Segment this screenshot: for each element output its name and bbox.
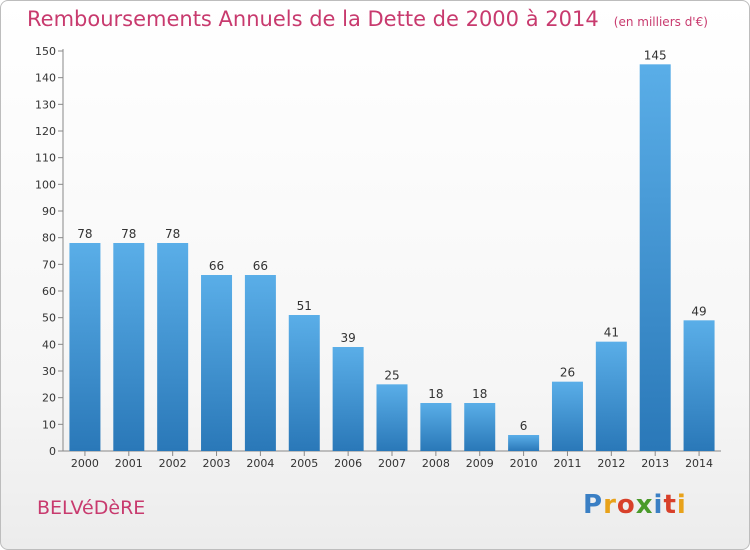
logo-letter: i [676, 490, 687, 520]
y-tick-label: 130 [35, 98, 56, 111]
y-tick-label: 0 [49, 445, 56, 458]
y-tick-label: 20 [42, 392, 56, 405]
bar [464, 403, 496, 451]
y-tick-label: 150 [35, 45, 56, 58]
y-tick-label: 30 [42, 365, 56, 378]
proxiti-logo: Proxiti [583, 490, 687, 520]
y-tick-label: 120 [35, 125, 56, 138]
bar-value-label: 49 [691, 304, 706, 318]
bars [69, 64, 715, 452]
logo-letter: P [583, 490, 604, 520]
y-tick-label: 70 [42, 258, 56, 271]
y-tick-label: 40 [42, 338, 56, 351]
axes: 0 10 20 30 40 50 60 70 80 90 100 110 120 130 140 150 200… [35, 45, 721, 470]
x-tick-label: 2007 [378, 457, 406, 470]
bar [508, 435, 540, 451]
bar-value-label: 26 [560, 366, 575, 380]
x-tick-label: 2010 [510, 457, 538, 470]
x-tick-label: 2003 [203, 457, 231, 470]
bar [157, 243, 189, 451]
x-tick-label: 2002 [159, 457, 187, 470]
bar-value-label: 66 [253, 259, 268, 273]
chart-subtitle: (en milliers d'€) [613, 15, 708, 29]
bar-value-label: 39 [340, 331, 355, 345]
logo-letter: t [663, 490, 677, 520]
bar-value-label: 18 [428, 387, 443, 401]
bar [595, 341, 627, 451]
x-tick-label: 2005 [290, 457, 318, 470]
commune-name: BELVéDèRE [37, 497, 146, 519]
bar [201, 275, 233, 451]
y-tick-label: 50 [42, 312, 56, 325]
x-tick-label: 2006 [334, 457, 362, 470]
y-tick-label: 90 [42, 205, 56, 218]
x-tick-label: 2013 [641, 457, 669, 470]
x-tick-label: 2008 [422, 457, 450, 470]
bar [332, 347, 364, 451]
bar [683, 320, 715, 451]
bar [639, 64, 671, 452]
bar-value-label: 78 [121, 227, 136, 241]
logo-letter: o [616, 490, 636, 520]
logo-letter: r [603, 490, 617, 520]
title-row: Remboursements Annuels de la Dette de 20… [27, 7, 708, 31]
bar [376, 384, 408, 451]
logo-letter: x [635, 490, 654, 520]
bar-value-label: 51 [297, 299, 312, 313]
data-labels: 78 78 78 66 66 51 39 25 18 18 6 26 41 145 49 [77, 48, 706, 433]
bar-value-label: 18 [472, 387, 487, 401]
logo-letter: i [653, 490, 664, 520]
x-tick-label: 2012 [597, 457, 625, 470]
bar [113, 243, 145, 451]
bar-value-label: 25 [384, 368, 399, 382]
bar [288, 315, 320, 451]
x-tick-label: 2014 [685, 457, 713, 470]
bar-value-label: 66 [209, 259, 224, 273]
x-tick-label: 2011 [553, 457, 581, 470]
bar [69, 243, 101, 451]
bar [244, 275, 276, 451]
x-tick-label: 2001 [115, 457, 143, 470]
y-tick-label: 110 [35, 152, 56, 165]
y-tick-label: 80 [42, 232, 56, 245]
y-tick-label: 10 [42, 418, 56, 431]
bar-value-label: 78 [165, 227, 180, 241]
bar [551, 381, 583, 451]
x-tick-label: 2009 [466, 457, 494, 470]
chart-title: Remboursements Annuels de la Dette de 20… [27, 7, 599, 31]
bar-value-label: 6 [520, 419, 528, 433]
x-tick-label: 2000 [71, 457, 99, 470]
bar-value-label: 78 [77, 227, 92, 241]
y-tick-label: 100 [35, 178, 56, 191]
x-tick-label: 2004 [246, 457, 274, 470]
bar [420, 403, 452, 451]
bar-value-label: 41 [604, 326, 619, 340]
y-tick-label: 140 [35, 72, 56, 85]
y-tick-label: 60 [42, 285, 56, 298]
bar-value-label: 145 [644, 48, 667, 62]
